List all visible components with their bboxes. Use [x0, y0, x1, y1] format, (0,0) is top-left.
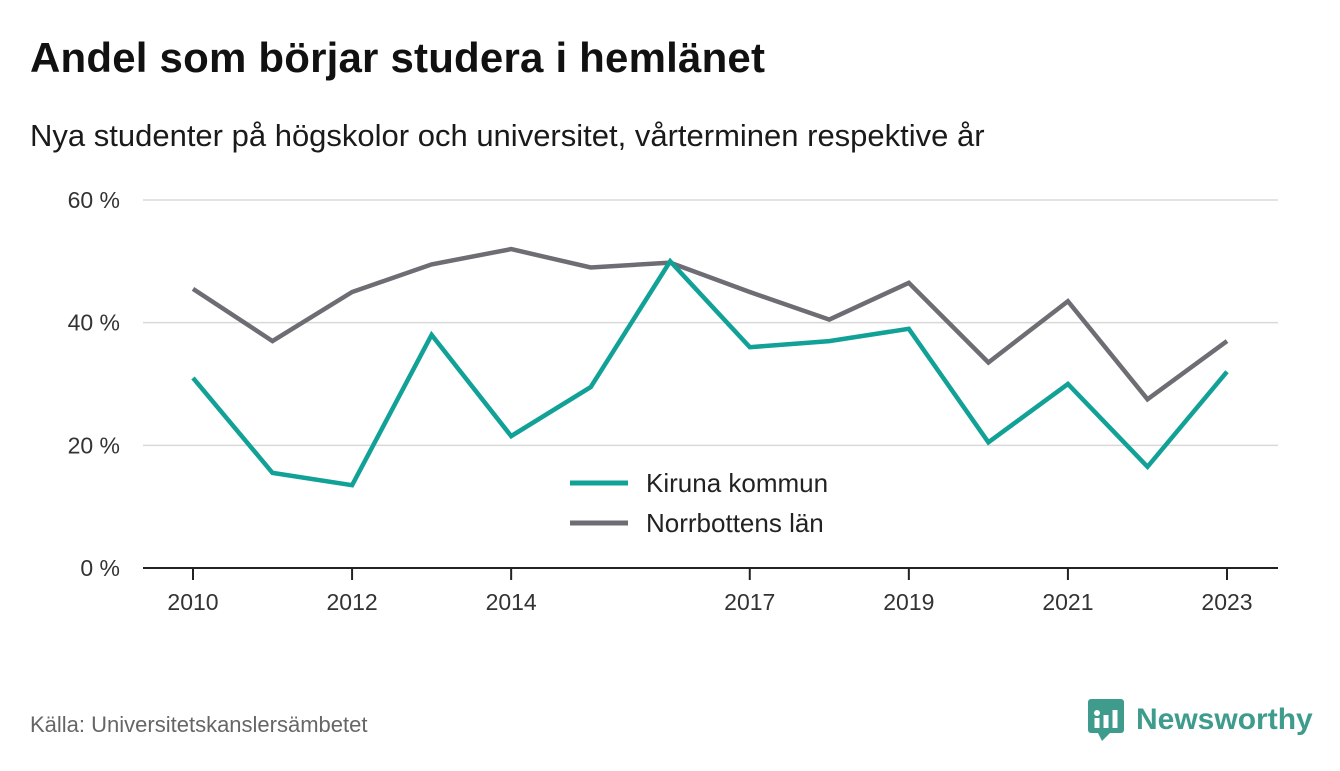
x-tick-label: 2012 [326, 589, 377, 615]
x-tick-label: 2019 [883, 589, 934, 615]
y-tick-label: 0 % [80, 555, 120, 581]
source-note: Källa: Universitetskanslersämbetet [30, 712, 368, 737]
legend-label: Norrbottens län [646, 508, 824, 538]
y-tick-label: 40 % [68, 310, 120, 336]
series-line-1 [191, 257, 1229, 488]
brand-logo: Newsworthy [1088, 698, 1313, 742]
chart-subtitle: Nya studenter på högskolor och universit… [30, 118, 985, 153]
y-tick-label: 20 % [68, 432, 120, 458]
series-lines [191, 246, 1229, 488]
x-tick-label: 2014 [486, 589, 537, 615]
legend-label: Kiruna kommun [646, 468, 828, 498]
series-line-2 [191, 246, 1229, 403]
x-tick-label: 2021 [1042, 589, 1093, 615]
y-axis-tick-labels: 0 % 20 % 40 % 60 % [68, 187, 120, 581]
x-tick-label: 2017 [724, 589, 775, 615]
x-tick-label: 2010 [167, 589, 218, 615]
newsworthy-logo-icon [1088, 699, 1124, 741]
chart-title: Andel som börjar studera i hemlänet [30, 34, 766, 81]
x-axis: 2010 2012 2014 2017 2019 2021 2023 [143, 567, 1278, 615]
x-tick-label: 2023 [1201, 589, 1252, 615]
legend: Kiruna kommun Norrbottens län [570, 468, 828, 538]
y-tick-label: 60 % [68, 187, 120, 213]
brand-name: Newsworthy [1136, 703, 1313, 736]
gridlines [143, 199, 1278, 447]
